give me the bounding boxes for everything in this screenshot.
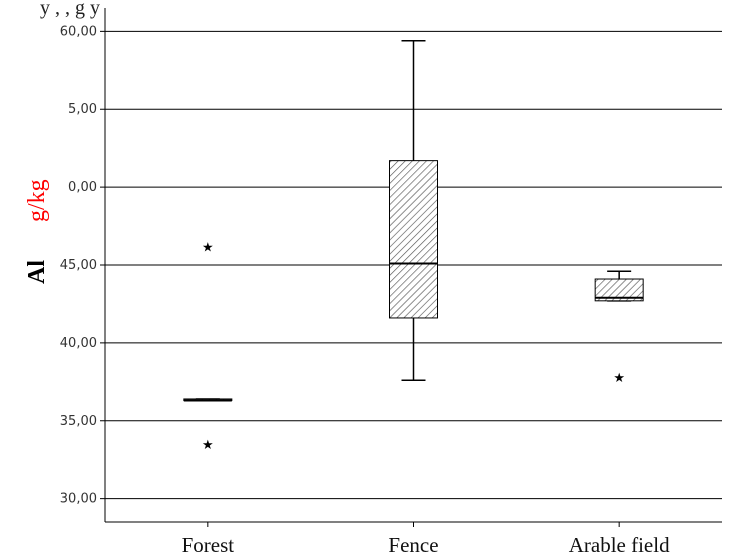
box-fence xyxy=(389,39,438,382)
boxes: ★★★ xyxy=(183,39,644,453)
box-iqr xyxy=(389,160,438,319)
y-tick-label: 0,00 xyxy=(68,180,97,195)
y-tick-label: 5,00 xyxy=(68,102,97,117)
y-axis-ticks: 30,00 35,00 40,00 45,00 0,00 5,00 60,00 xyxy=(60,24,105,507)
y-tick-label: 45,00 xyxy=(60,258,97,273)
x-axis-categories: Forest Fence Arable field xyxy=(182,522,670,557)
outlier-star: ★ xyxy=(202,438,214,453)
y-tick-label: 40,00 xyxy=(60,336,97,351)
box-forest: ★★ xyxy=(183,240,233,453)
outlier-star: ★ xyxy=(613,371,625,386)
box-iqr xyxy=(594,278,644,302)
y-tick-label: 60,00 xyxy=(60,24,97,39)
y-axis-title: Al g/kg xyxy=(24,179,50,284)
y-axis-title-element: Al xyxy=(24,260,50,284)
partial-top-text: y , , g y xyxy=(40,0,100,19)
x-category-label: Forest xyxy=(182,533,235,557)
y-axis-title-unit: g/kg xyxy=(24,179,50,222)
x-category-label: Arable field xyxy=(569,533,670,557)
y-tick-label: 30,00 xyxy=(60,492,97,507)
y-tick-label: 35,00 xyxy=(60,414,97,429)
x-category-label: Fence xyxy=(388,533,438,557)
box-arable-field: ★ xyxy=(594,270,644,386)
outlier-star: ★ xyxy=(202,240,214,255)
